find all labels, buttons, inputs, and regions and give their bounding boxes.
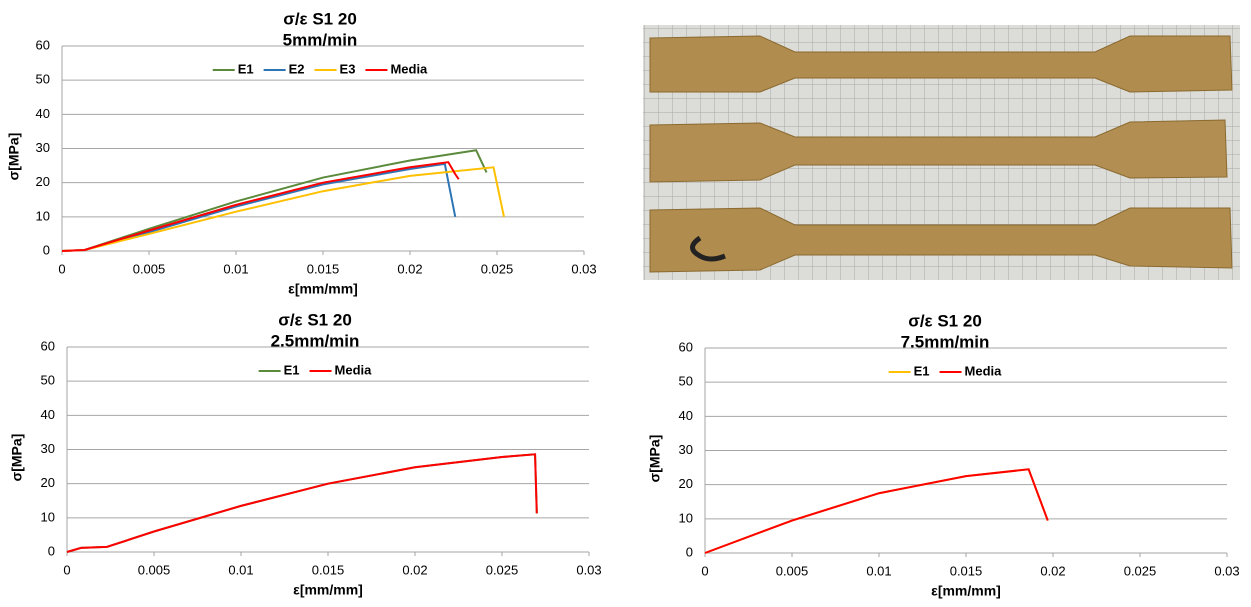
chart-title: σ/ε S1 20 (278, 310, 352, 329)
x-axis-label: ε[mm/mm] (931, 583, 1001, 599)
x-tick-label: 0.01 (223, 261, 248, 276)
chart-subtitle: 5mm/min (283, 30, 358, 49)
y-tick-label: 40 (41, 407, 55, 422)
x-tick-label: 0.005 (776, 563, 809, 578)
y-tick-label: 30 (679, 442, 693, 457)
x-axis-label: ε[mm/mm] (288, 281, 358, 297)
legend-label: Media (335, 362, 373, 377)
x-tick-label: 0.01 (228, 562, 253, 577)
legend: E1 E2 E3 Media (212, 61, 428, 76)
x-tick-label: 0.03 (571, 261, 596, 276)
y-tick-label: 60 (41, 338, 55, 353)
data-line (61, 166, 505, 252)
y-axis-label: σ[MPa] (6, 133, 22, 181)
x-tick-label: 0.03 (1214, 563, 1239, 578)
y-tick-label: 0 (48, 543, 55, 558)
legend: E1 Media (258, 362, 373, 377)
legend-label: E1 (238, 61, 254, 76)
x-tick-label: 0 (63, 562, 70, 577)
x-tick-label: 0.005 (133, 261, 166, 276)
y-tick-label: 20 (36, 174, 50, 189)
y-tick-label: 30 (36, 140, 50, 155)
x-tick-label: 0.01 (866, 563, 891, 578)
chart-title: σ/ε S1 20 (908, 311, 982, 330)
x-tick-label: 0.02 (1040, 563, 1065, 578)
chart-subtitle: 7.5mm/min (901, 332, 990, 351)
data-line (66, 453, 538, 553)
legend-label: Media (965, 363, 1003, 378)
y-tick-label: 40 (36, 106, 50, 121)
y-tick-label: 20 (41, 475, 55, 490)
legend-label: E2 (289, 61, 305, 76)
y-tick-label: 10 (36, 208, 50, 223)
data-line (704, 468, 1049, 554)
x-tick-label: 0.025 (1124, 563, 1157, 578)
x-tick-label: 0 (701, 563, 708, 578)
x-tick-label: 0.02 (402, 562, 427, 577)
specimen-photo (643, 25, 1240, 280)
data-line (704, 468, 1049, 554)
y-tick-label: 60 (36, 37, 50, 52)
chart: 0 10 20 30 40 50 60 0 0.005 0.01 0.015 0.02 0.025 0.0… (6, 9, 597, 296)
y-tick-label: 50 (36, 72, 50, 87)
legend-label: E1 (284, 362, 300, 377)
legend-label: Media (390, 61, 428, 76)
y-axis-label: σ[MPa] (9, 434, 25, 482)
y-tick-label: 20 (679, 476, 693, 491)
x-tick-label: 0.03 (576, 562, 601, 577)
y-tick-label: 50 (679, 374, 693, 389)
y-tick-label: 40 (679, 408, 693, 423)
legend-label: E3 (340, 61, 356, 76)
y-axis-label: σ[MPa] (647, 435, 663, 483)
x-tick-label: 0.015 (950, 563, 983, 578)
y-tick-label: 10 (679, 510, 693, 525)
x-tick-label: 0.015 (307, 261, 340, 276)
legend: E1 Media (888, 363, 1003, 378)
y-tick-label: 0 (686, 544, 693, 559)
x-tick-label: 0.02 (397, 261, 422, 276)
chart: 0 10 20 30 40 50 60 0 0.005 0.01 0.015 0.02 0.025 0.0… (647, 311, 1240, 598)
x-axis-label: ε[mm/mm] (293, 582, 363, 598)
y-tick-label: 60 (679, 339, 693, 354)
legend-label: E1 (914, 363, 930, 378)
y-tick-label: 50 (41, 373, 55, 388)
x-tick-label: 0 (58, 261, 65, 276)
y-tick-label: 0 (43, 242, 50, 257)
x-tick-label: 0.015 (312, 562, 345, 577)
y-tick-label: 30 (41, 441, 55, 456)
x-tick-label: 0.025 (486, 562, 519, 577)
chart: 0 10 20 30 40 50 60 0 0.005 0.01 0.015 0.02 0.025 0.0… (9, 310, 602, 597)
chart-title: σ/ε S1 20 (283, 9, 357, 28)
data-line (61, 161, 460, 252)
x-tick-label: 0.005 (138, 562, 171, 577)
y-tick-label: 10 (41, 509, 55, 524)
chart-subtitle: 2.5mm/min (271, 331, 360, 350)
x-tick-label: 0.025 (481, 261, 514, 276)
